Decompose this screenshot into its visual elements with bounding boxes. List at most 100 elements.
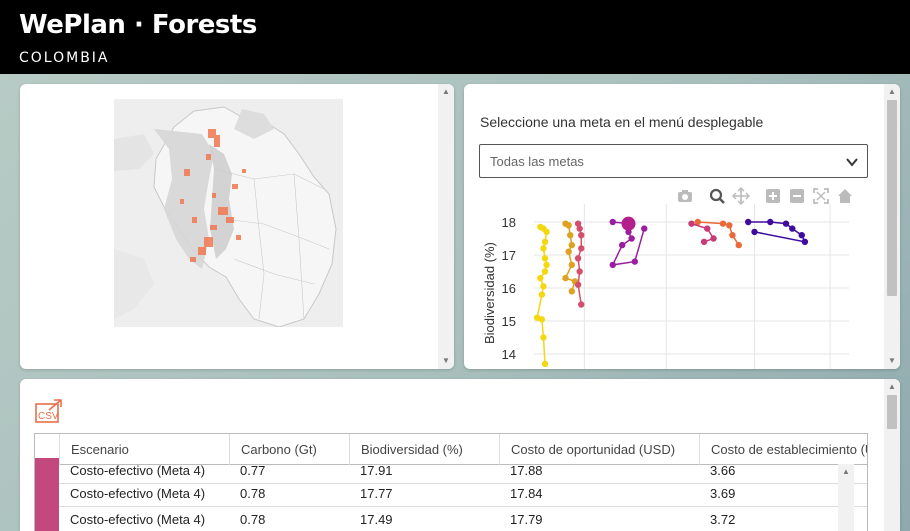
pan-icon[interactable]: [732, 187, 750, 205]
data-point[interactable]: [574, 281, 582, 288]
data-point[interactable]: [578, 232, 585, 239]
zoom-out-icon[interactable]: [788, 187, 806, 205]
table-cell: 17.84: [510, 486, 543, 501]
table-cell: 3.66: [710, 463, 736, 478]
data-point[interactable]: [745, 218, 752, 226]
data-point[interactable]: [576, 268, 583, 275]
data-point[interactable]: [631, 258, 638, 265]
table-header: Escenario Carbono (Gt) Biodiversidad (%)…: [35, 434, 867, 465]
data-point[interactable]: [719, 220, 727, 227]
scroll-up-icon[interactable]: ▲: [888, 87, 896, 96]
data-point[interactable]: [609, 218, 616, 226]
table-cell: Costo-efectivo (Meta 4): [70, 486, 206, 501]
data-point[interactable]: [567, 232, 574, 239]
data-point[interactable]: [568, 288, 575, 295]
autoscale-icon[interactable]: [812, 187, 830, 205]
table-cell: 17.88: [510, 463, 543, 478]
data-point[interactable]: [710, 235, 717, 242]
column-header[interactable]: Costo de oportunidad (USD): [499, 434, 699, 465]
results-table: Escenario Carbono (Gt) Biodiversidad (%)…: [34, 433, 868, 531]
table-row[interactable]: Costo-efectivo (Meta 4) 0.78 17.49 17.79…: [35, 507, 867, 531]
csv-export-icon[interactable]: CSV: [35, 398, 63, 424]
scroll-down-icon[interactable]: ▼: [442, 356, 450, 365]
data-point[interactable]: [574, 220, 582, 227]
goal-prompt: Seleccione una meta en el menú desplegab…: [480, 114, 764, 130]
chart-panel: Seleccione una meta en el menú desplegab…: [464, 84, 900, 369]
data-point[interactable]: [541, 360, 549, 368]
table-row[interactable]: Costo-efectivo (Meta 4) 0.77 17.91 17.88…: [35, 458, 867, 484]
map-panel-scrollbar[interactable]: ▲ ▼: [438, 84, 454, 369]
data-point[interactable]: [578, 301, 585, 308]
data-point[interactable]: [735, 241, 742, 249]
csv-label: CSV: [38, 411, 59, 422]
scroll-down-icon[interactable]: ▼: [888, 356, 896, 365]
camera-icon[interactable]: [676, 187, 694, 205]
data-point[interactable]: [767, 218, 774, 226]
data-point[interactable]: [562, 274, 569, 282]
data-point[interactable]: [688, 220, 695, 227]
data-point[interactable]: [537, 274, 544, 282]
results-panel: CSV Escenario Carbono (Gt) Biodiversidad…: [20, 379, 900, 531]
scrollbar-thumb[interactable]: [887, 100, 897, 296]
reset-axes-icon[interactable]: [836, 187, 854, 205]
scenario-color-swatch: [35, 458, 59, 484]
column-header[interactable]: Escenario: [59, 434, 229, 465]
data-point[interactable]: [541, 255, 549, 262]
data-point[interactable]: [782, 220, 790, 227]
table-cell: Costo-efectivo (Meta 4): [70, 463, 206, 478]
table-row[interactable]: Costo-efectivo (Meta 4) 0.78 17.77 17.84…: [35, 481, 867, 507]
data-point[interactable]: [540, 283, 547, 290]
data-point[interactable]: [729, 232, 736, 239]
data-point[interactable]: [700, 238, 708, 245]
data-point[interactable]: [565, 248, 572, 255]
data-point[interactable]: [568, 241, 575, 249]
y-tick-label: 16: [502, 281, 516, 296]
data-point[interactable]: [619, 241, 626, 249]
data-point[interactable]: [565, 222, 572, 229]
data-point[interactable]: [576, 225, 583, 232]
y-tick-label: 15: [502, 314, 516, 329]
chart-panel-scrollbar[interactable]: ▲ ▼: [884, 84, 900, 369]
data-point[interactable]: [578, 245, 585, 252]
data-point[interactable]: [541, 268, 549, 275]
colombia-map[interactable]: [114, 99, 343, 327]
scroll-up-icon[interactable]: ▲: [842, 467, 850, 476]
scrollbar-thumb[interactable]: [887, 395, 897, 429]
zoom-in-icon[interactable]: [764, 187, 782, 205]
scroll-up-icon[interactable]: ▲: [442, 87, 450, 96]
data-point[interactable]: [543, 228, 550, 236]
data-point[interactable]: [540, 334, 547, 341]
data-point[interactable]: [726, 222, 733, 229]
data-point[interactable]: [641, 225, 648, 232]
scroll-up-icon[interactable]: ▲: [888, 382, 896, 391]
data-point[interactable]: [789, 225, 796, 232]
data-point[interactable]: [541, 238, 549, 245]
column-header[interactable]: Biodiversidad (%): [349, 434, 499, 465]
data-point[interactable]: [694, 218, 701, 226]
data-point[interactable]: [609, 261, 616, 269]
data-point[interactable]: [628, 235, 635, 242]
table-cell: 17.91: [360, 463, 393, 478]
zoom-icon[interactable]: [708, 187, 726, 205]
results-panel-scrollbar[interactable]: ▲: [884, 379, 900, 531]
data-point[interactable]: [568, 261, 575, 269]
table-scrollbar[interactable]: ▲: [838, 464, 854, 531]
data-point[interactable]: [798, 232, 805, 239]
data-point[interactable]: [801, 238, 809, 245]
data-point[interactable]: [538, 316, 546, 323]
table-cell: 0.78: [240, 512, 266, 527]
data-point[interactable]: [574, 255, 582, 262]
highlighted-point[interactable]: [621, 216, 636, 231]
column-header[interactable]: Costo de establecimiento (USD): [699, 434, 867, 465]
data-point[interactable]: [543, 261, 550, 269]
data-point[interactable]: [704, 225, 711, 232]
table-cell: 0.77: [240, 463, 266, 478]
data-point[interactable]: [751, 228, 758, 236]
table-cell: 17.49: [360, 512, 393, 527]
scenario-color-swatch: [35, 507, 59, 531]
goal-select[interactable]: Todas las metas: [479, 144, 868, 178]
data-point[interactable]: [538, 291, 546, 298]
scatter-chart[interactable]: 18 17 16 15 14 Biodiversidad (%): [464, 204, 884, 369]
data-point[interactable]: [540, 245, 547, 252]
column-header[interactable]: Carbono (Gt): [229, 434, 349, 465]
